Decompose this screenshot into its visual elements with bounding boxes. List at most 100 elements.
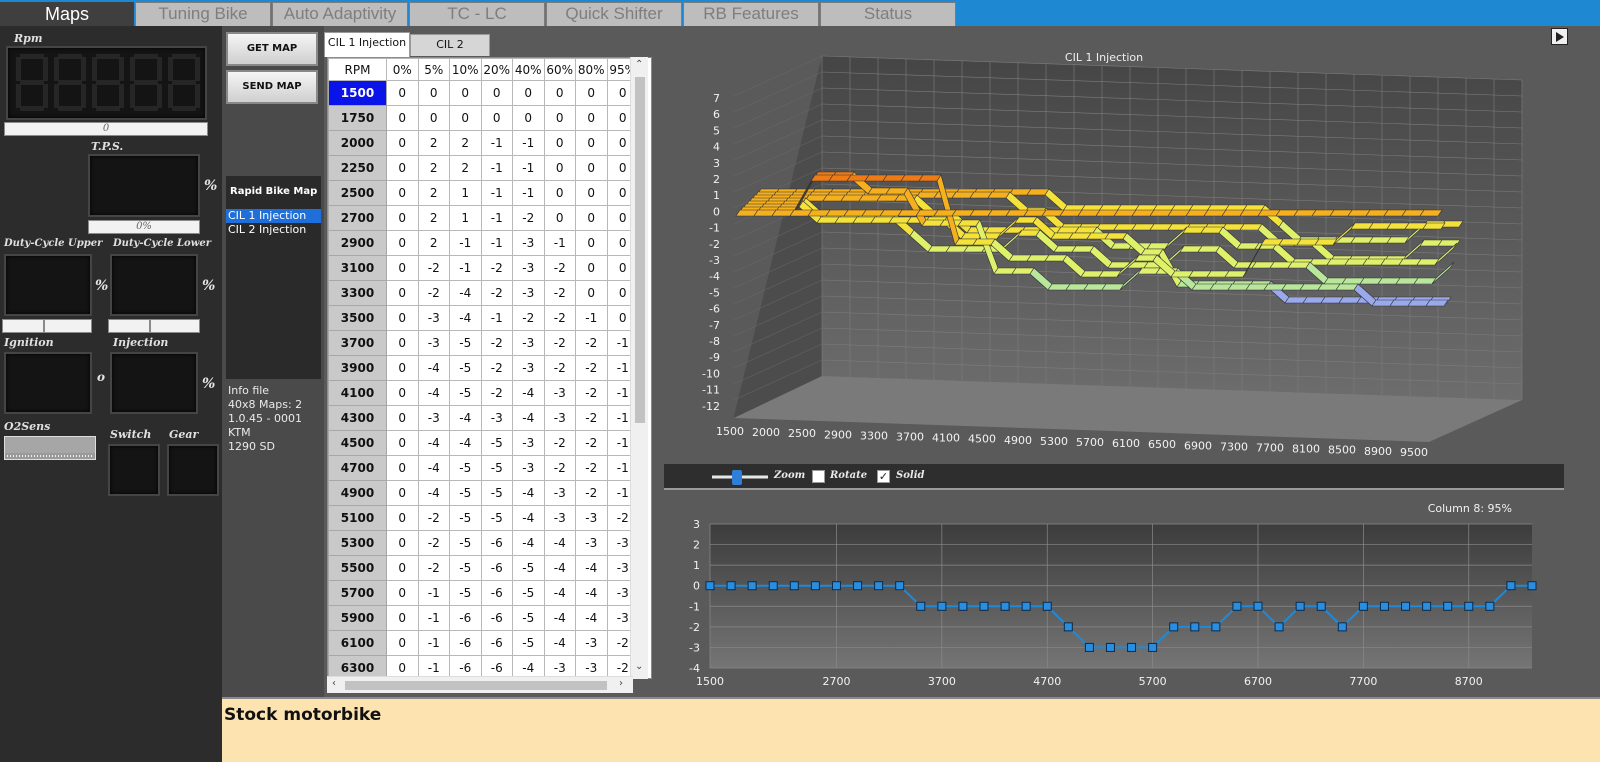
map-cell[interactable]: 0 <box>575 130 608 156</box>
data-point[interactable] <box>1274 622 1284 632</box>
data-point[interactable] <box>1127 642 1137 652</box>
map-cell[interactable]: -3 <box>543 505 576 531</box>
map-cell[interactable]: 0 <box>480 80 513 106</box>
map-cell[interactable]: 2 <box>449 155 482 181</box>
map-cell[interactable]: 2 <box>417 230 450 256</box>
table-tab-cil2[interactable]: CIL 2 Injection <box>410 34 490 71</box>
column-line-chart[interactable]: 3 2 1 0 -1 -2 -3 -4 1500 2700 3700 4700 5700 6700 7700… <box>664 494 1564 696</box>
map-cell[interactable]: 0 <box>417 105 450 131</box>
data-point[interactable] <box>1295 601 1305 611</box>
map-cell[interactable]: -2 <box>512 305 545 331</box>
data-point[interactable] <box>874 581 884 591</box>
rpm-cell[interactable]: 2500 <box>328 180 387 206</box>
rpm-cell[interactable]: 3900 <box>328 355 387 381</box>
map-cell[interactable]: 0 <box>575 255 608 281</box>
map-cell[interactable]: 0 <box>449 80 482 106</box>
map-cell[interactable]: -2 <box>480 355 513 381</box>
map-cell[interactable]: -2 <box>512 205 545 231</box>
map-cell[interactable]: -2 <box>417 255 450 281</box>
map-cell[interactable]: -4 <box>575 605 608 631</box>
data-point[interactable] <box>937 601 947 611</box>
scroll-up-icon[interactable]: ⌃ <box>635 59 644 70</box>
map-cell[interactable]: -4 <box>449 305 482 331</box>
vertical-scroll-thumb[interactable] <box>635 77 645 423</box>
map-cell[interactable]: -1 <box>480 205 513 231</box>
map-cell[interactable]: -5 <box>449 380 482 406</box>
zoom-slider-thumb[interactable] <box>732 470 742 485</box>
data-point[interactable] <box>1527 581 1537 591</box>
map-cell[interactable]: 0 <box>386 480 419 506</box>
map-cell[interactable]: -4 <box>449 405 482 431</box>
data-point[interactable] <box>979 601 989 611</box>
map-cell[interactable]: -3 <box>512 430 545 456</box>
map-cell[interactable]: -4 <box>543 555 576 581</box>
map-cell[interactable]: -3 <box>543 480 576 506</box>
map-cell[interactable]: -1 <box>543 230 576 256</box>
map-cell[interactable]: -4 <box>512 480 545 506</box>
map-cell[interactable]: -6 <box>480 530 513 556</box>
map-cell[interactable]: -6 <box>480 580 513 606</box>
map-cell[interactable]: -3 <box>512 455 545 481</box>
map-cell[interactable]: -3 <box>512 230 545 256</box>
map-cell[interactable]: -1 <box>417 605 450 631</box>
map-cell[interactable]: -4 <box>417 480 450 506</box>
map-cell[interactable]: -5 <box>449 580 482 606</box>
map-cell[interactable]: -4 <box>512 380 545 406</box>
map-cell[interactable]: -2 <box>543 305 576 331</box>
map-cell[interactable]: -6 <box>480 605 513 631</box>
map-cell[interactable]: -2 <box>543 280 576 306</box>
map-cell[interactable]: -2 <box>417 530 450 556</box>
map-cell[interactable]: -3 <box>480 405 513 431</box>
map-cell[interactable]: -2 <box>575 355 608 381</box>
data-point[interactable] <box>1232 601 1242 611</box>
rpm-cell[interactable]: 3100 <box>328 255 387 281</box>
map-cell[interactable]: -4 <box>543 530 576 556</box>
map-cell[interactable]: 2 <box>417 180 450 206</box>
send-map-button[interactable]: SEND MAP <box>226 70 318 104</box>
map-cell[interactable]: -4 <box>512 405 545 431</box>
map-cell[interactable]: -4 <box>575 580 608 606</box>
tab-auto-adaptivity[interactable]: Auto Adaptivity <box>272 2 408 26</box>
rpm-cell[interactable]: 4900 <box>328 480 387 506</box>
rpm-cell[interactable]: 3300 <box>328 280 387 306</box>
map-cell[interactable]: -3 <box>512 255 545 281</box>
map-cell[interactable]: -5 <box>449 355 482 381</box>
map-cell[interactable]: -4 <box>512 505 545 531</box>
map-cell[interactable]: 0 <box>543 180 576 206</box>
map-cell[interactable]: -2 <box>543 355 576 381</box>
solid-checkbox[interactable]: ✓ <box>877 470 890 483</box>
data-point[interactable] <box>1422 601 1432 611</box>
map-cell[interactable]: 0 <box>386 405 419 431</box>
map-cell[interactable]: 0 <box>543 130 576 156</box>
map-cell[interactable]: -5 <box>449 480 482 506</box>
map-cell[interactable]: -2 <box>543 330 576 356</box>
tab-status[interactable]: Status <box>820 2 956 26</box>
map-cell[interactable]: 0 <box>543 205 576 231</box>
data-point[interactable] <box>768 581 778 591</box>
map-cell[interactable]: 2 <box>449 130 482 156</box>
map-cell[interactable]: -5 <box>449 530 482 556</box>
get-map-button[interactable]: GET MAP <box>226 32 318 66</box>
map-cell[interactable]: -5 <box>512 580 545 606</box>
map-cell[interactable]: 0 <box>386 630 419 656</box>
map-cell[interactable]: 0 <box>575 205 608 231</box>
map-cell[interactable]: 0 <box>449 105 482 131</box>
rpm-cell[interactable]: 3500 <box>328 305 387 331</box>
map-cell[interactable]: -2 <box>480 255 513 281</box>
map-cell[interactable]: -5 <box>480 480 513 506</box>
collapse-button[interactable] <box>1551 28 1568 45</box>
map-cell[interactable]: -2 <box>480 280 513 306</box>
rpm-cell[interactable]: 5100 <box>328 505 387 531</box>
data-point[interactable] <box>1443 601 1453 611</box>
map-cell[interactable]: -2 <box>480 380 513 406</box>
tab-tuning-bike[interactable]: Tuning Bike <box>135 2 271 26</box>
data-point[interactable] <box>1211 622 1221 632</box>
map-cell[interactable]: 0 <box>417 80 450 106</box>
map-cell[interactable]: 0 <box>480 105 513 131</box>
map-cell[interactable]: 0 <box>386 205 419 231</box>
rpm-cell[interactable]: 2250 <box>328 155 387 181</box>
map-cell[interactable]: -2 <box>575 405 608 431</box>
data-point[interactable] <box>1021 601 1031 611</box>
map-cell[interactable]: -4 <box>417 455 450 481</box>
map-cell[interactable]: -5 <box>480 455 513 481</box>
